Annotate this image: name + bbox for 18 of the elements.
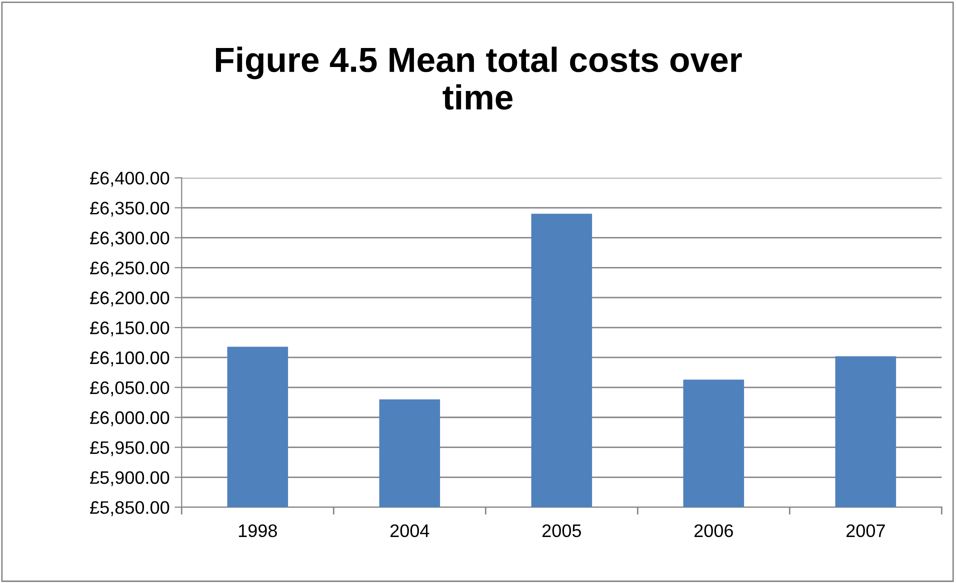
- y-tick-label: £6,150.00: [90, 321, 170, 336]
- y-tick-label: £6,200.00: [90, 292, 170, 306]
- y-tick-label: £6,350.00: [90, 202, 170, 217]
- x-tick-label: 2005: [542, 524, 581, 538]
- x-tick-label: 1998: [238, 524, 277, 538]
- x-tick-label: 2007: [846, 524, 885, 538]
- y-tick-label: £5,900.00: [90, 471, 170, 486]
- y-tick-label: £5,950.00: [90, 441, 170, 456]
- y-tick-label: £6,100.00: [90, 351, 170, 366]
- y-tick-label: £6,400.00: [90, 172, 170, 187]
- y-tick-label: £6,300.00: [90, 232, 170, 247]
- y-tick-label: £6,050.00: [90, 381, 170, 396]
- y-tick-label: £6,000.00: [90, 411, 170, 426]
- x-tick-label: 2006: [694, 524, 733, 538]
- y-tick-label: £5,850.00: [90, 501, 170, 516]
- chart-title: Figure 4.5 Mean total costs over time: [216, 46, 742, 110]
- y-tick-label: £6,250.00: [90, 262, 170, 277]
- x-tick-label: 2004: [390, 524, 430, 538]
